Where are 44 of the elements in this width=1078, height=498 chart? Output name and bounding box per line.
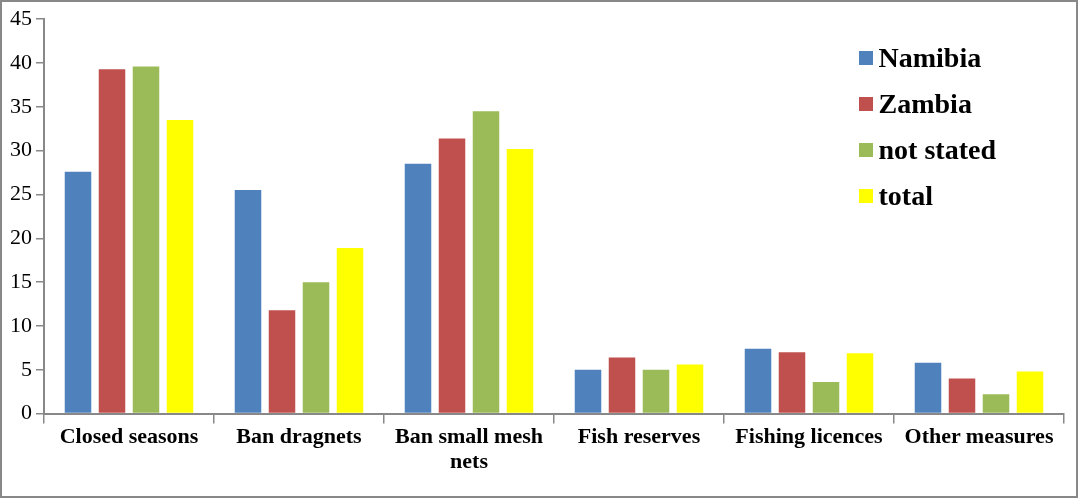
bar — [948, 378, 976, 413]
bar — [268, 310, 296, 413]
y-tick-label: 45 — [10, 4, 32, 30]
bar — [778, 352, 806, 413]
bar — [914, 362, 942, 413]
y-tick-label: 35 — [10, 92, 32, 118]
bar — [404, 163, 432, 413]
y-tick-label: 10 — [10, 311, 32, 337]
bar — [438, 138, 466, 413]
bar — [812, 382, 840, 413]
bar — [642, 369, 670, 413]
y-tick-label: 25 — [10, 180, 32, 206]
bar — [608, 357, 636, 413]
legend-label: Zambia — [878, 88, 972, 120]
x-tick-label: Closed seasons — [59, 423, 199, 449]
legend-label: total — [878, 180, 933, 212]
bar — [506, 148, 534, 413]
y-tick-label: 30 — [10, 136, 32, 162]
bar — [302, 282, 330, 413]
bar — [846, 353, 874, 413]
bar — [676, 364, 704, 413]
y-tick-label: 15 — [10, 267, 32, 293]
bar — [132, 66, 160, 413]
bar — [166, 119, 194, 413]
y-tick-label: 40 — [10, 48, 32, 74]
x-tick-label: Fish reserves — [577, 423, 701, 449]
legend-label: Namibia — [878, 42, 982, 74]
x-tick-label: Ban small mesh nets — [395, 423, 543, 473]
bar — [982, 394, 1010, 413]
legend-label: not stated — [878, 134, 996, 166]
bar — [1016, 371, 1044, 413]
x-tick-label: Ban dragnets — [236, 423, 363, 449]
x-tick-label: Other measures — [904, 423, 1054, 449]
bar — [744, 348, 772, 413]
y-tick-label: 20 — [10, 224, 32, 250]
bar — [574, 369, 602, 413]
y-tick-label: 0 — [21, 399, 32, 425]
bar — [64, 171, 92, 413]
x-tick-label: Fishing licences — [735, 423, 884, 449]
y-tick-label: 5 — [21, 355, 32, 381]
bar — [234, 190, 262, 413]
bar — [472, 111, 500, 413]
bar — [98, 69, 126, 413]
bar — [336, 247, 364, 413]
